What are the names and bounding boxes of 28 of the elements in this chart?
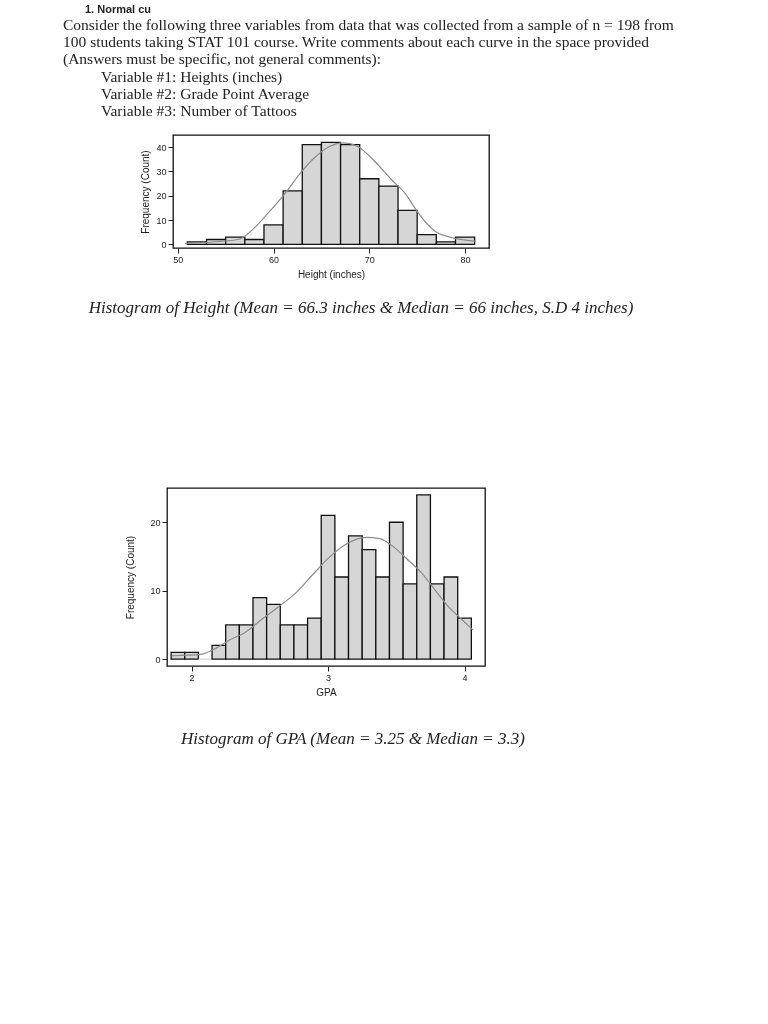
y-tick-label: 30: [156, 166, 167, 177]
x-axis-title: GPA: [316, 686, 338, 698]
y-tick-label: 20: [156, 191, 167, 202]
x-tick-label: 2: [189, 672, 195, 683]
text: Variable #1: Heights (inches): [101, 68, 283, 86]
x-tick-label: 80: [460, 254, 471, 265]
text: Consider the following three variables from data that was collected from a sample of n = 198 from: [63, 16, 674, 33]
y-tick-label: 10: [156, 215, 167, 226]
x-tick-label: 50: [173, 254, 184, 265]
y-tick-label: 20: [150, 517, 161, 528]
text: 1. Normal cu: [85, 3, 152, 15]
x-tick-label: 60: [269, 254, 280, 265]
y-tick-label: 0: [155, 654, 161, 665]
y-axis-title: Frequency (Count): [125, 535, 137, 620]
text: Histogram of Height (Mean = 66.3 inches & Median = 66 inches, S.D 4 inches): [87, 298, 634, 317]
x-tick-label: 70: [364, 254, 375, 265]
text: Variable #2: Grade Point Average: [101, 85, 310, 102]
text: (Answers must be specific, not general comments):: [63, 50, 382, 68]
text: Histogram of GPA (Mean = 3.25 & Median = 3.3): [180, 729, 526, 748]
y-tick-label: 0: [161, 239, 167, 250]
text: Variable #3: Number of Tattoos: [101, 102, 297, 119]
y-tick-label: 10: [150, 586, 161, 597]
y-axis-title: Frequency (Count): [140, 150, 152, 234]
text: 100 students taking STAT 101 course. Write comments about each curve in the space provided: [63, 33, 650, 50]
x-tick-label: 4: [462, 672, 468, 683]
y-tick-label: 40: [156, 142, 167, 153]
x-tick-label: 3: [326, 672, 332, 683]
x-axis-title: Height (inches): [297, 268, 366, 280]
